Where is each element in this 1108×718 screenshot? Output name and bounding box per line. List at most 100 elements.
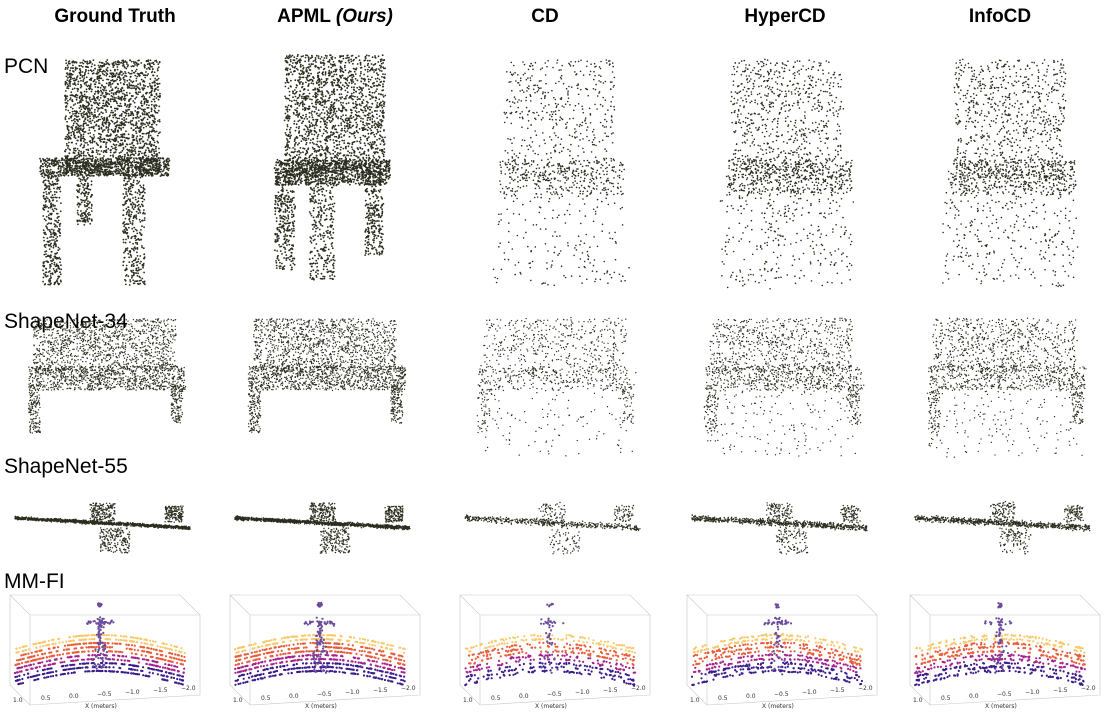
point-cloud-pcn-gt [39, 59, 171, 286]
x-tick-label: −1.0 [345, 689, 360, 696]
column-header-gt: Ground Truth [30, 6, 200, 34]
column-header-cd-label: CD [531, 6, 558, 27]
panel-pcn-infocd [905, 40, 1105, 295]
x-tick-label: 1.0 [913, 697, 923, 704]
x-tick-label: −2.0 [401, 685, 416, 692]
panel-shapenet34-hypercd [682, 290, 882, 470]
point-cloud-shapenet34-cd [476, 316, 637, 457]
panel-mmfi-gt: 1.0 0.5 0.0 −0.5 −1.0 −1.5 −2.0 X (meters) [5, 585, 205, 715]
x-tick-label: 0.0 [289, 693, 299, 700]
panel-shapenet55-apml [225, 478, 425, 578]
panel-shapenet34-cd [455, 290, 655, 470]
x-tick-label: 0.0 [519, 693, 529, 700]
point-cloud-shapenet55-infocd [914, 500, 1091, 555]
panel-pcn-hypercd [682, 40, 882, 295]
axes-box [9, 594, 201, 706]
column-header-cd: CD [495, 6, 595, 34]
point-cloud-shapenet34-hypercd [703, 316, 865, 457]
point-cloud-pcn-hypercd [719, 58, 855, 290]
x-tick-label: −1.0 [575, 689, 590, 696]
x-tick-label: 0.0 [969, 693, 979, 700]
x-tick-label: 0.0 [69, 693, 79, 700]
point-cloud-mmfi-infocd [909, 594, 1101, 706]
column-header-apml: APML (Ours) [235, 6, 435, 34]
panel-mmfi-infocd: 1.0 0.5 0.0 −0.5 −1.0 −1.5 −2.0 X (meters) [905, 585, 1105, 715]
panel-shapenet34-gt [5, 290, 205, 470]
point-cloud-shapenet55-apml [234, 502, 411, 554]
x-axis-label: X (meters) [762, 703, 794, 710]
column-header-hypercd: HyperCD [710, 6, 860, 34]
panel-mmfi-apml: 1.0 0.5 0.0 −0.5 −1.0 −1.5 −2.0 X (meters) [225, 585, 425, 715]
point-cloud-shapenet55-cd [464, 501, 641, 555]
row-label-shapenet55: ShapeNet-55 [4, 455, 128, 479]
point-cloud-mmfi-hypercd [686, 594, 878, 706]
x-axis-label: X (meters) [305, 703, 337, 710]
x-tick-label: −0.5 [317, 691, 332, 698]
x-tick-label: 0.5 [261, 695, 271, 702]
column-header-hypercd-label: HyperCD [744, 6, 825, 27]
panel-shapenet34-infocd [905, 290, 1105, 470]
x-tick-label: −1.5 [830, 687, 845, 694]
x-tick-label: −1.5 [1053, 687, 1068, 694]
row-label-pcn: PCN [4, 55, 48, 79]
panel-pcn-cd [455, 40, 655, 295]
panel-shapenet55-cd [455, 478, 655, 578]
x-tick-label: −2.0 [631, 685, 646, 692]
x-tick-label: 0.5 [491, 695, 501, 702]
panel-shapenet55-hypercd [682, 478, 882, 578]
column-header-apml-suffix: (Ours) [336, 6, 393, 27]
panel-pcn-apml [225, 40, 425, 295]
point-cloud-shapenet34-apml [247, 317, 407, 434]
panel-mmfi-cd: 1.0 0.5 0.0 −0.5 −1.0 −1.5 −2.0 X (meters) [455, 585, 655, 715]
x-tick-label: −1.5 [603, 687, 618, 694]
x-tick-label: 0.5 [941, 695, 951, 702]
x-tick-label: −1.0 [1025, 689, 1040, 696]
axes-box [229, 594, 421, 706]
x-tick-label: −1.0 [125, 689, 140, 696]
x-axis-label: X (meters) [535, 703, 567, 710]
x-tick-label: 0.5 [718, 695, 728, 702]
x-tick-label: −2.0 [1081, 685, 1096, 692]
point-cloud-pcn-cd [492, 59, 630, 287]
x-tick-label: 1.0 [233, 697, 243, 704]
point-cloud-mmfi-gt [9, 594, 201, 706]
column-header-infocd: InfoCD [925, 6, 1075, 34]
column-header-infocd-label: InfoCD [969, 6, 1031, 27]
point-cloud-shapenet55-gt [14, 502, 191, 554]
point-cloud-mmfi-apml [229, 594, 421, 706]
point-cloud-pcn-infocd [942, 58, 1079, 288]
x-tick-label: 1.0 [690, 697, 700, 704]
axes-box [909, 594, 1101, 706]
x-tick-label: −0.5 [97, 691, 112, 698]
x-tick-label: −0.5 [547, 691, 562, 698]
panel-pcn-gt [5, 40, 205, 295]
x-tick-label: −2.0 [858, 685, 873, 692]
x-axis-label: X (meters) [985, 703, 1017, 710]
x-tick-label: 0.5 [41, 695, 51, 702]
x-tick-label: −0.5 [997, 691, 1012, 698]
axes-box [686, 594, 878, 706]
x-tick-label: −0.5 [774, 691, 789, 698]
x-axis-label: X (meters) [85, 703, 117, 710]
row-label-mmfi: MM-FI [4, 570, 65, 594]
x-tick-label: −1.5 [373, 687, 388, 694]
point-cloud-mmfi-cd [459, 594, 651, 706]
x-tick-label: −1.0 [802, 689, 817, 696]
point-cloud-shapenet34-gt [27, 318, 187, 434]
x-tick-label: −2.0 [181, 685, 196, 692]
axes-box [459, 594, 651, 706]
point-cloud-shapenet34-infocd [926, 317, 1087, 458]
panel-shapenet55-gt [5, 478, 205, 578]
panel-mmfi-hypercd: 1.0 0.5 0.0 −0.5 −1.0 −1.5 −2.0 X (meters) [682, 585, 882, 715]
point-cloud-pcn-apml [273, 53, 392, 281]
x-tick-label: −1.5 [153, 687, 168, 694]
point-cloud-shapenet55-hypercd [691, 502, 868, 555]
x-tick-label: 0.0 [746, 693, 756, 700]
x-tick-label: 1.0 [13, 697, 23, 704]
column-header-apml-label: APML [277, 6, 336, 27]
panel-shapenet55-infocd [905, 478, 1105, 578]
column-header-gt-label: Ground Truth [54, 6, 175, 27]
panel-shapenet34-apml [225, 290, 425, 470]
x-tick-label: 1.0 [463, 697, 473, 704]
